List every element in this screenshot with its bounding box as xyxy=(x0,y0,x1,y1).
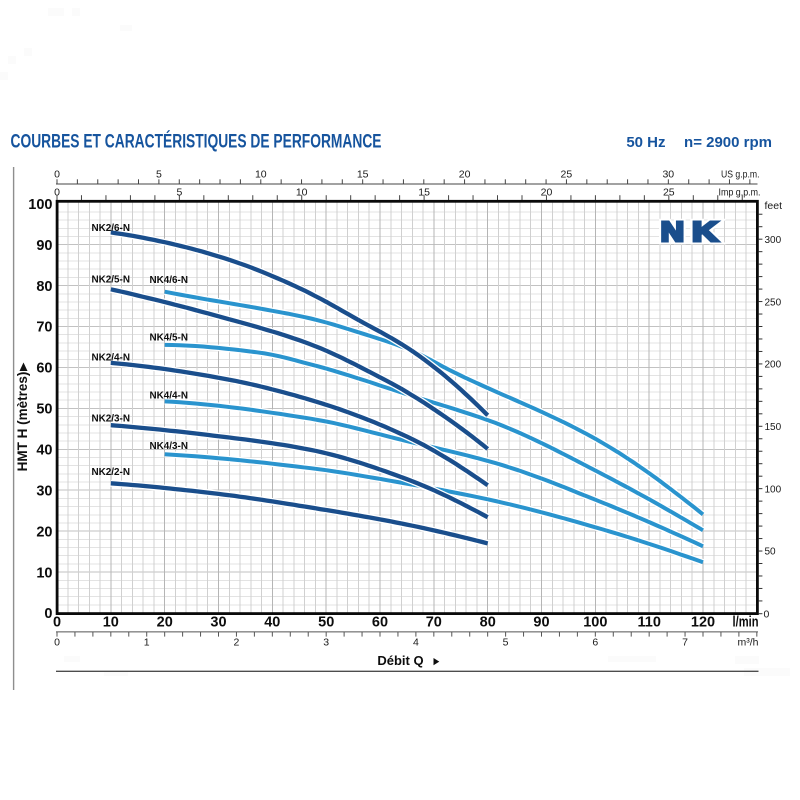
svg-text:200: 200 xyxy=(765,360,782,371)
svg-text:7: 7 xyxy=(682,636,688,648)
svg-text:70: 70 xyxy=(426,615,442,631)
svg-text:90: 90 xyxy=(533,615,549,631)
svg-text:N: N xyxy=(661,217,684,247)
svg-text:5: 5 xyxy=(156,168,162,180)
svg-text:K: K xyxy=(692,216,718,247)
svg-text:300: 300 xyxy=(765,235,782,246)
svg-text:US g.p.m.: US g.p.m. xyxy=(721,168,760,180)
svg-text:0: 0 xyxy=(44,606,52,622)
svg-text:30: 30 xyxy=(662,168,674,180)
svg-text:0: 0 xyxy=(54,636,60,648)
svg-text:25: 25 xyxy=(663,186,675,198)
svg-text:50: 50 xyxy=(765,547,777,558)
svg-text:80: 80 xyxy=(480,615,496,631)
svg-text:feet: feet xyxy=(765,200,783,212)
svg-text:60: 60 xyxy=(36,361,52,377)
svg-text:90: 90 xyxy=(36,238,52,254)
svg-text:20: 20 xyxy=(157,615,173,631)
svg-text:m³/h: m³/h xyxy=(738,636,759,648)
svg-text:0: 0 xyxy=(53,615,61,631)
svg-text:N: N xyxy=(661,217,684,247)
svg-text:40: 40 xyxy=(36,443,52,459)
svg-text:NK2/3-N: NK2/3-N xyxy=(92,412,131,424)
svg-text:HMT H (mètres): HMT H (mètres) xyxy=(15,372,30,472)
svg-text:50: 50 xyxy=(36,402,52,418)
svg-text:0: 0 xyxy=(54,186,60,198)
svg-text:NK4/4-N: NK4/4-N xyxy=(150,389,189,401)
svg-text:NK2/5-N: NK2/5-N xyxy=(92,274,131,286)
svg-text:10: 10 xyxy=(296,186,308,198)
svg-text:0: 0 xyxy=(54,168,60,180)
svg-text:80: 80 xyxy=(36,279,52,295)
svg-text:NK4/6-N: NK4/6-N xyxy=(150,274,189,286)
svg-text:NK4/3-N: NK4/3-N xyxy=(150,440,189,452)
svg-text:Débit Q: Débit Q xyxy=(377,653,423,668)
svg-text:10: 10 xyxy=(103,615,119,631)
svg-text:20: 20 xyxy=(541,186,553,198)
svg-text:110: 110 xyxy=(637,615,660,631)
svg-text:25: 25 xyxy=(561,168,573,180)
svg-text:NK2/6-N: NK2/6-N xyxy=(92,222,131,234)
svg-text:6: 6 xyxy=(592,636,598,648)
svg-text:l/min: l/min xyxy=(733,615,759,631)
svg-text:50 Hz: 50 Hz xyxy=(626,134,665,151)
svg-text:Imp g.p.m.: Imp g.p.m. xyxy=(719,186,761,198)
svg-text:5: 5 xyxy=(176,186,182,198)
svg-text:COURBES ET CARACTÉRISTIQUES DE: COURBES ET CARACTÉRISTIQUES DE PERFORMAN… xyxy=(11,130,382,153)
svg-text:K: K xyxy=(692,216,718,247)
svg-text:3: 3 xyxy=(323,636,329,648)
svg-text:15: 15 xyxy=(357,168,369,180)
svg-text:70: 70 xyxy=(36,320,52,336)
svg-text:60: 60 xyxy=(372,615,388,631)
svg-text:150: 150 xyxy=(765,422,782,433)
svg-text:30: 30 xyxy=(210,615,226,631)
svg-text:20: 20 xyxy=(36,524,52,540)
svg-text:120: 120 xyxy=(691,615,715,631)
svg-text:n= 2900 rpm: n= 2900 rpm xyxy=(684,134,772,151)
svg-text:100: 100 xyxy=(28,197,52,213)
svg-text:5: 5 xyxy=(503,636,509,648)
svg-text:10: 10 xyxy=(36,565,52,581)
svg-text:10: 10 xyxy=(255,168,267,180)
svg-text:NK2/2-N: NK2/2-N xyxy=(92,466,131,478)
svg-text:2: 2 xyxy=(233,636,239,648)
svg-text:0: 0 xyxy=(764,609,770,621)
svg-text:50: 50 xyxy=(318,615,334,631)
svg-text:100: 100 xyxy=(765,484,782,495)
svg-text:NK4/5-N: NK4/5-N xyxy=(150,331,189,343)
svg-text:1: 1 xyxy=(144,636,150,648)
svg-text:4: 4 xyxy=(413,636,419,648)
svg-text:100: 100 xyxy=(583,615,607,631)
svg-text:15: 15 xyxy=(418,186,430,198)
svg-text:250: 250 xyxy=(765,297,782,308)
svg-text:30: 30 xyxy=(36,483,52,499)
svg-text:40: 40 xyxy=(264,615,280,631)
svg-text:20: 20 xyxy=(459,168,471,180)
svg-text:NK2/4-N: NK2/4-N xyxy=(92,351,131,363)
